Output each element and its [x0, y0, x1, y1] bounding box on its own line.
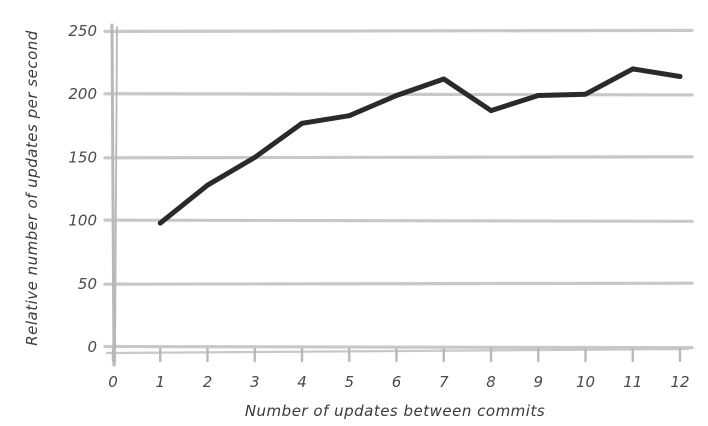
series-line-0	[157, 66, 683, 226]
grid-lines	[103, 28, 694, 355]
y-axis-line	[110, 23, 116, 367]
x-tick-label-4: 4	[297, 373, 307, 391]
data-point-7	[441, 76, 447, 82]
x-tick-label-3: 3	[250, 373, 260, 391]
x-tick-label-6: 6	[392, 373, 402, 391]
data-point-9	[535, 93, 541, 98]
y-axis-title: Relative number of updates per second	[23, 30, 41, 346]
x-tick-label-9: 9	[533, 373, 543, 391]
x-tick-label-11: 11	[623, 373, 642, 391]
data-point-11	[630, 66, 636, 72]
x-tick-label-7: 7	[439, 373, 449, 391]
x-tick-label-8: 8	[486, 373, 496, 391]
data-point-2	[205, 182, 210, 188]
series-layer	[157, 66, 683, 226]
grid-line-y-50	[103, 281, 694, 286]
x-tick-label-10: 10	[576, 373, 595, 391]
x-tick-label-1: 1	[155, 373, 165, 391]
y-axis-line-secondary	[114, 26, 118, 364]
grid-line-y-100	[103, 218, 694, 223]
data-point-12	[677, 74, 683, 79]
y-tick-label-50: 50	[78, 275, 97, 293]
data-point-10	[583, 91, 588, 97]
y-tick-label-0: 0	[87, 338, 97, 356]
x-tick-label-5: 5	[344, 373, 354, 391]
y-tick-label-200: 200	[68, 85, 97, 103]
data-point-1	[157, 220, 163, 226]
grid-line-y-150	[103, 155, 694, 160]
data-point-6	[394, 93, 399, 98]
y-tick-label-100: 100	[68, 212, 97, 230]
grid-line-y-0	[103, 344, 694, 350]
axes	[110, 23, 682, 367]
x-tick-label-0: 0	[108, 373, 118, 391]
y-tick-labels: 0 50 100 150 200 250	[68, 22, 97, 356]
x-tick-label-12: 12	[670, 373, 689, 391]
y-tick-label-150: 150	[68, 148, 97, 166]
x-tick-label-2: 2	[203, 373, 213, 391]
grid-line-y-250	[103, 28, 694, 33]
x-tick-labels: 0 1 2 3 4 5 6 7 8 9 10 11 12	[108, 373, 689, 391]
y-tick-label-250: 250	[68, 22, 97, 40]
data-point-8	[488, 108, 494, 114]
data-point-5	[346, 113, 352, 119]
data-point-3	[252, 155, 258, 160]
x-axis-title: Number of updates between commits	[245, 402, 545, 420]
data-point-4	[299, 120, 305, 126]
